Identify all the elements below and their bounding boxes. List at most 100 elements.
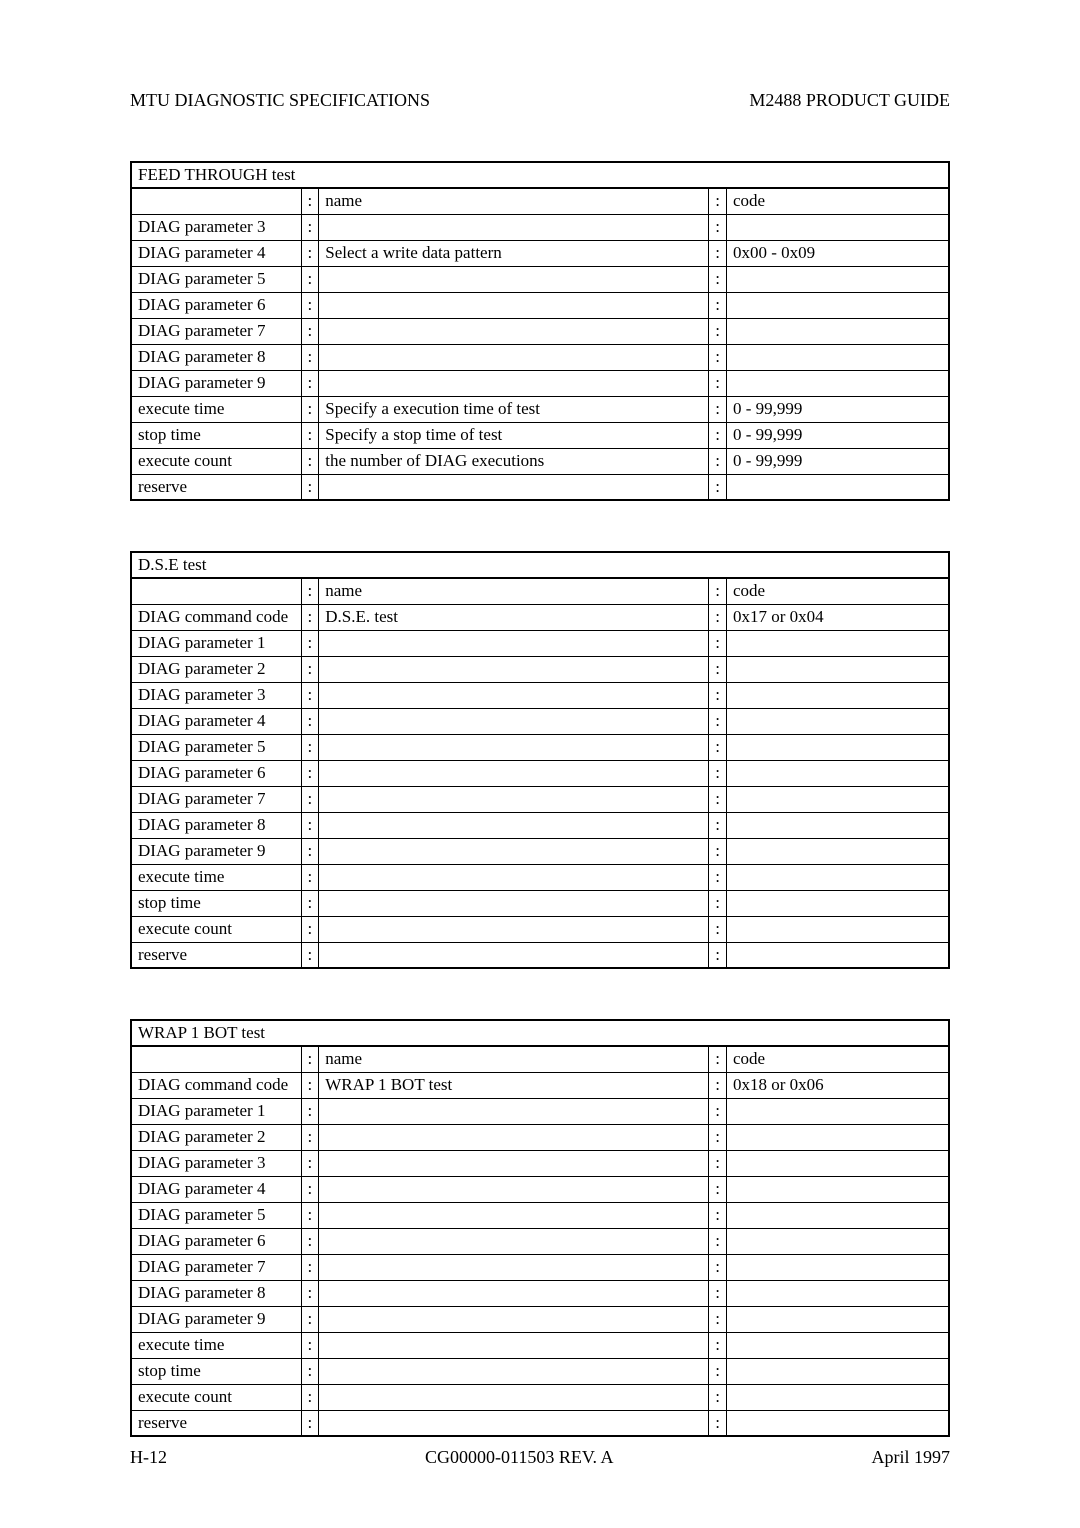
row-code <box>726 474 949 500</box>
table-row: DIAG parameter 4:Select a write data pat… <box>131 240 949 266</box>
colon: : <box>709 1046 727 1072</box>
row-label: DIAG parameter 7 <box>131 786 301 812</box>
colon: : <box>709 760 727 786</box>
table-row: execute count:the number of DIAG executi… <box>131 448 949 474</box>
row-name <box>319 916 709 942</box>
row-code <box>726 760 949 786</box>
page-footer: H-12 CG00000-011503 REV. A April 1997 <box>130 1447 950 1468</box>
colon: : <box>709 1176 727 1202</box>
colon: : <box>709 1098 727 1124</box>
row-label: reserve <box>131 474 301 500</box>
row-name <box>319 474 709 500</box>
table-row: DIAG parameter 1:: <box>131 1098 949 1124</box>
row-code <box>726 1358 949 1384</box>
row-label: execute count <box>131 448 301 474</box>
row-name <box>319 1176 709 1202</box>
table-row: DIAG parameter 9:: <box>131 838 949 864</box>
colon: : <box>301 1306 319 1332</box>
table-row: DIAG parameter 5:: <box>131 266 949 292</box>
row-name <box>319 1358 709 1384</box>
row-label: DIAG parameter 9 <box>131 370 301 396</box>
row-label: stop time <box>131 890 301 916</box>
row-label: execute time <box>131 396 301 422</box>
colon: : <box>301 240 319 266</box>
row-code <box>726 734 949 760</box>
colon: : <box>301 656 319 682</box>
colon: : <box>709 838 727 864</box>
table-row: DIAG parameter 8:: <box>131 1280 949 1306</box>
colon: : <box>709 1072 727 1098</box>
colon: : <box>709 942 727 968</box>
row-label: DIAG parameter 4 <box>131 708 301 734</box>
colon: : <box>709 630 727 656</box>
table-row: DIAG parameter 6:: <box>131 292 949 318</box>
row-code <box>726 1254 949 1280</box>
colon: : <box>301 890 319 916</box>
row-name <box>319 344 709 370</box>
table-row: stop time:Specify a stop time of test:0 … <box>131 422 949 448</box>
colon: : <box>301 474 319 500</box>
row-code: 0x17 or 0x04 <box>726 604 949 630</box>
table-row: DIAG parameter 6:: <box>131 760 949 786</box>
footer-right: April 1997 <box>872 1447 951 1468</box>
row-name <box>319 318 709 344</box>
row-name <box>319 1124 709 1150</box>
row-label: reserve <box>131 1410 301 1436</box>
row-name <box>319 1202 709 1228</box>
row-name <box>319 1410 709 1436</box>
table-title: FEED THROUGH test <box>131 162 949 188</box>
spec-table: D.S.E test:name:codeDIAG command code:D.… <box>130 551 950 969</box>
colon: : <box>301 396 319 422</box>
row-name: the number of DIAG executions <box>319 448 709 474</box>
row-label: DIAG parameter 4 <box>131 1176 301 1202</box>
row-code <box>726 1384 949 1410</box>
row-label: DIAG parameter 4 <box>131 240 301 266</box>
table-title: WRAP 1 BOT test <box>131 1020 949 1046</box>
table-row: stop time:: <box>131 1358 949 1384</box>
colon: : <box>709 1202 727 1228</box>
row-label: stop time <box>131 1358 301 1384</box>
colon: : <box>301 760 319 786</box>
table-row: execute time:: <box>131 1332 949 1358</box>
row-name <box>319 890 709 916</box>
row-label: DIAG parameter 6 <box>131 292 301 318</box>
colon: : <box>709 240 727 266</box>
row-name: Specify a execution time of test <box>319 396 709 422</box>
row-name: WRAP 1 BOT test <box>319 1072 709 1098</box>
colon: : <box>301 1176 319 1202</box>
colon: : <box>709 266 727 292</box>
colon: : <box>301 1150 319 1176</box>
row-label: DIAG parameter 8 <box>131 812 301 838</box>
row-name <box>319 292 709 318</box>
row-code <box>726 1410 949 1436</box>
colon: : <box>301 1228 319 1254</box>
table-row: execute count:: <box>131 916 949 942</box>
table-title: D.S.E test <box>131 552 949 578</box>
row-label: DIAG parameter 1 <box>131 1098 301 1124</box>
header-code: code <box>726 188 949 214</box>
colon: : <box>709 656 727 682</box>
row-name <box>319 1098 709 1124</box>
row-label: DIAG parameter 3 <box>131 682 301 708</box>
header-blank <box>131 188 301 214</box>
row-label: DIAG parameter 9 <box>131 838 301 864</box>
table-row: execute time:: <box>131 864 949 890</box>
table-row: execute time:Specify a execution time of… <box>131 396 949 422</box>
row-name <box>319 786 709 812</box>
colon: : <box>301 422 319 448</box>
row-code <box>726 214 949 240</box>
colon: : <box>301 188 319 214</box>
row-label: DIAG parameter 1 <box>131 630 301 656</box>
table-row: DIAG parameter 1:: <box>131 630 949 656</box>
colon: : <box>301 1280 319 1306</box>
header-name: name <box>319 1046 709 1072</box>
row-code <box>726 656 949 682</box>
row-code: 0 - 99,999 <box>726 396 949 422</box>
row-name <box>319 1384 709 1410</box>
table-row: DIAG parameter 2:: <box>131 656 949 682</box>
colon: : <box>301 916 319 942</box>
row-name: Select a write data pattern <box>319 240 709 266</box>
row-code <box>726 838 949 864</box>
row-code <box>726 890 949 916</box>
colon: : <box>301 1358 319 1384</box>
